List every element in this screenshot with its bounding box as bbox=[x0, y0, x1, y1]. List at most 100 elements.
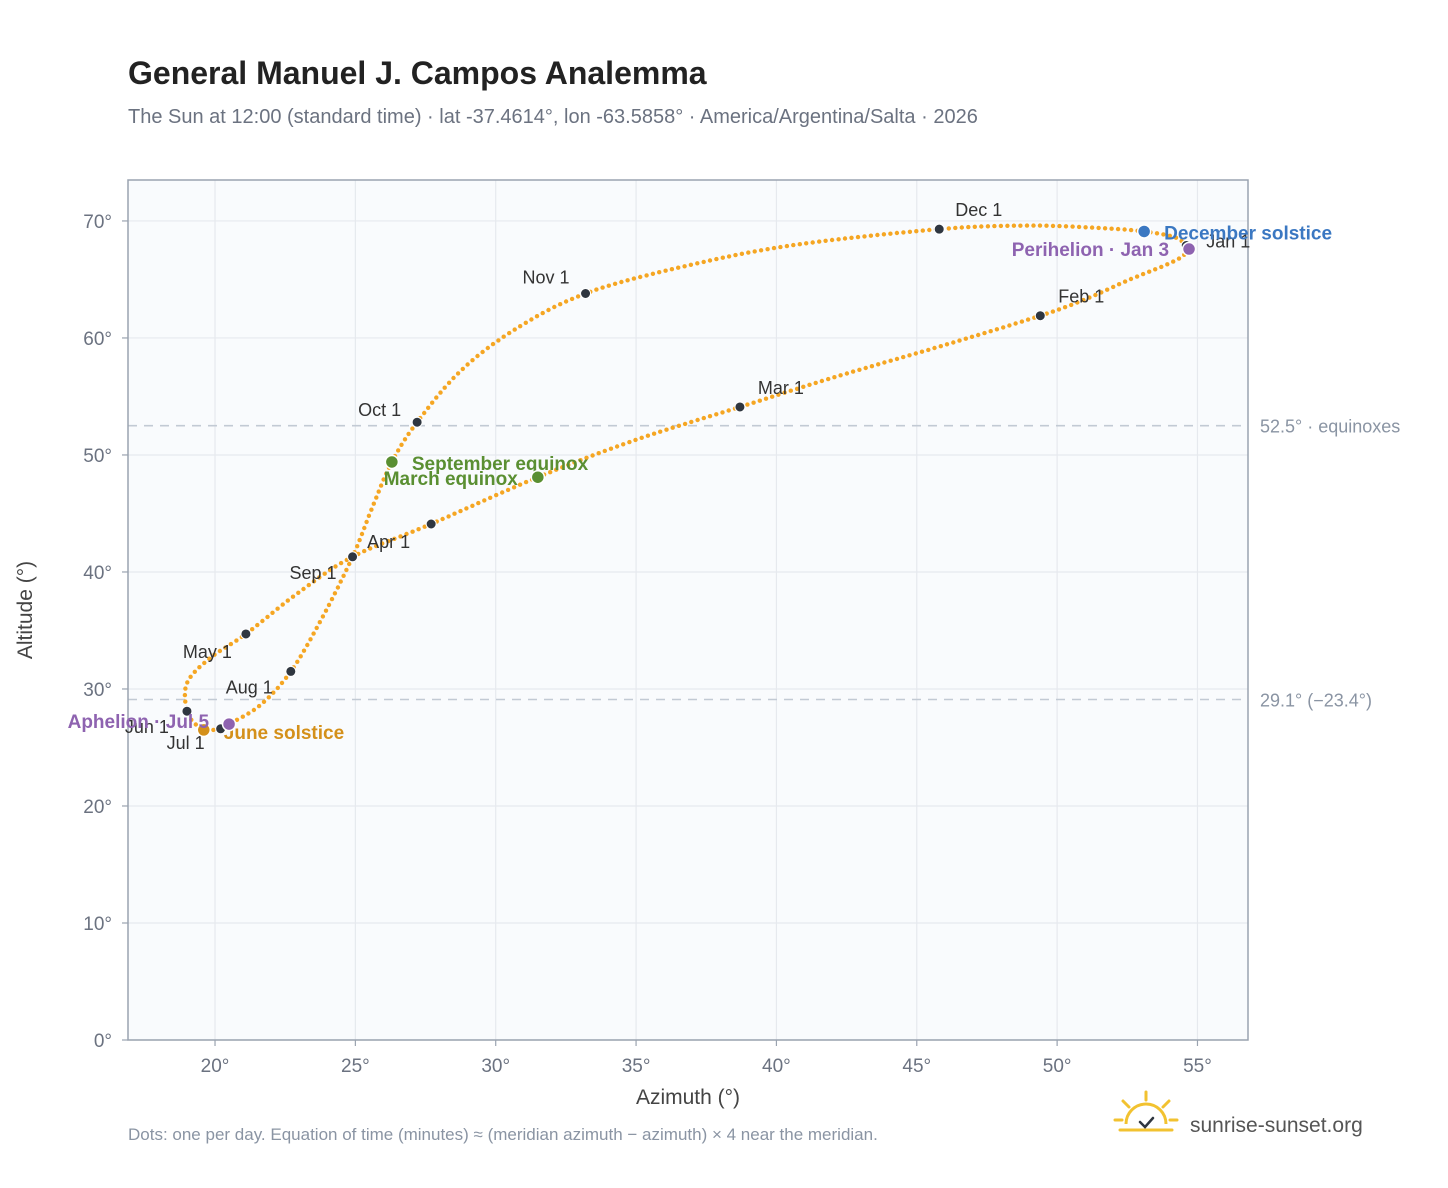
daily-dot bbox=[763, 396, 769, 401]
daily-dot bbox=[985, 224, 991, 229]
month-label: Mar 1 bbox=[758, 378, 804, 398]
x-axis-ticks: 20° 25° 30° 35° 40° 45° 50° 55° bbox=[201, 1040, 1212, 1077]
daily-dot bbox=[416, 527, 421, 532]
daily-dot bbox=[608, 446, 614, 451]
month-marker-dot bbox=[285, 665, 297, 677]
daily-dot bbox=[501, 334, 506, 339]
daily-dot bbox=[844, 371, 850, 376]
daily-dot bbox=[894, 356, 900, 362]
daily-dot bbox=[1122, 279, 1128, 284]
daily-dot bbox=[982, 330, 987, 336]
daily-dot bbox=[496, 338, 501, 343]
daily-dot bbox=[1128, 276, 1134, 282]
daily-dot bbox=[320, 614, 326, 619]
daily-dot bbox=[938, 344, 943, 349]
daily-dot bbox=[888, 231, 893, 236]
daily-dot bbox=[402, 437, 408, 442]
daily-dot bbox=[1001, 325, 1006, 330]
daily-dot bbox=[778, 244, 783, 250]
daily-dot bbox=[994, 327, 1000, 332]
daily-dot bbox=[540, 310, 545, 316]
y-axis-label: Altitude (°) bbox=[14, 561, 37, 659]
month-marker-dot bbox=[240, 628, 252, 640]
daily-dot bbox=[714, 412, 719, 417]
daily-dot bbox=[914, 229, 919, 234]
event-label: March equinox bbox=[384, 469, 519, 490]
daily-dot bbox=[317, 575, 322, 580]
event-marker-dot bbox=[530, 469, 546, 485]
daily-dot bbox=[901, 354, 906, 360]
event-marker-dot bbox=[1181, 241, 1197, 257]
daily-dot bbox=[369, 507, 374, 512]
daily-dot bbox=[894, 230, 900, 236]
daily-dot bbox=[882, 360, 887, 365]
daily-dot bbox=[726, 408, 731, 413]
daily-dot bbox=[644, 273, 649, 278]
daily-dot bbox=[682, 421, 688, 427]
x-tick-label: 35° bbox=[622, 1056, 651, 1077]
x-tick-label: 50° bbox=[1043, 1056, 1072, 1077]
daily-dot bbox=[664, 427, 669, 432]
daily-dot bbox=[832, 375, 837, 380]
daily-dot bbox=[1019, 319, 1025, 324]
daily-dot bbox=[308, 637, 313, 642]
daily-dot bbox=[374, 543, 379, 549]
daily-dot bbox=[1153, 267, 1158, 272]
daily-dot bbox=[207, 656, 212, 661]
daily-dot bbox=[1128, 227, 1134, 233]
daily-dot bbox=[695, 417, 700, 423]
daily-dot bbox=[197, 665, 202, 670]
daily-dot bbox=[338, 579, 343, 584]
daily-dot bbox=[1069, 302, 1074, 308]
daily-dot bbox=[638, 274, 643, 280]
sun-logo-icon[interactable] bbox=[1113, 1090, 1179, 1132]
month-marker-dot bbox=[580, 287, 592, 299]
daily-dot bbox=[406, 431, 411, 437]
daily-dot bbox=[434, 395, 439, 400]
daily-dot bbox=[739, 251, 745, 256]
month-label: Oct 1 bbox=[358, 400, 401, 420]
daily-dot bbox=[920, 228, 925, 233]
daily-dot bbox=[347, 561, 352, 567]
month-label: Jul 1 bbox=[167, 733, 205, 753]
daily-dot bbox=[881, 232, 887, 237]
daily-dot bbox=[560, 465, 565, 470]
daily-dot bbox=[670, 425, 675, 430]
daily-dot bbox=[1147, 269, 1152, 274]
daily-dot bbox=[338, 560, 344, 566]
daily-dot bbox=[404, 531, 409, 537]
daily-dot bbox=[1075, 300, 1080, 305]
daily-dot bbox=[988, 329, 993, 334]
daily-dot bbox=[290, 594, 296, 599]
y-tick-label: 10° bbox=[83, 914, 112, 935]
month-label: Jun 1 bbox=[125, 717, 169, 737]
daily-dot bbox=[1105, 287, 1110, 292]
daily-dot bbox=[341, 573, 346, 578]
daily-dot bbox=[676, 265, 681, 270]
daily-dot bbox=[438, 390, 443, 395]
daily-dot bbox=[575, 294, 581, 299]
reference-lines: 52.5° · equinoxes 29.1° (−23.4°) bbox=[128, 417, 1400, 711]
daily-dot bbox=[482, 498, 487, 503]
daily-dot bbox=[614, 444, 620, 449]
daily-dot bbox=[733, 252, 738, 258]
daily-dot bbox=[1018, 223, 1023, 228]
daily-dot bbox=[836, 237, 841, 242]
daily-dot bbox=[1083, 225, 1088, 230]
daily-dot bbox=[689, 419, 694, 425]
daily-dot bbox=[619, 279, 624, 285]
daily-dot bbox=[1111, 284, 1116, 290]
daily-dot bbox=[211, 727, 216, 733]
daily-dot bbox=[998, 223, 1004, 229]
daily-dot bbox=[1099, 290, 1104, 295]
event-label: Aphelion · Jul 5 bbox=[68, 712, 210, 733]
month-marker-dot bbox=[411, 416, 423, 428]
brand-link[interactable]: sunrise-sunset.org bbox=[1190, 1114, 1363, 1137]
reference-line-label: 29.1° (−23.4°) bbox=[1260, 691, 1372, 711]
daily-dot bbox=[688, 262, 694, 267]
daily-dot bbox=[963, 336, 968, 341]
daily-dot bbox=[255, 622, 260, 628]
daily-dot bbox=[979, 224, 984, 229]
